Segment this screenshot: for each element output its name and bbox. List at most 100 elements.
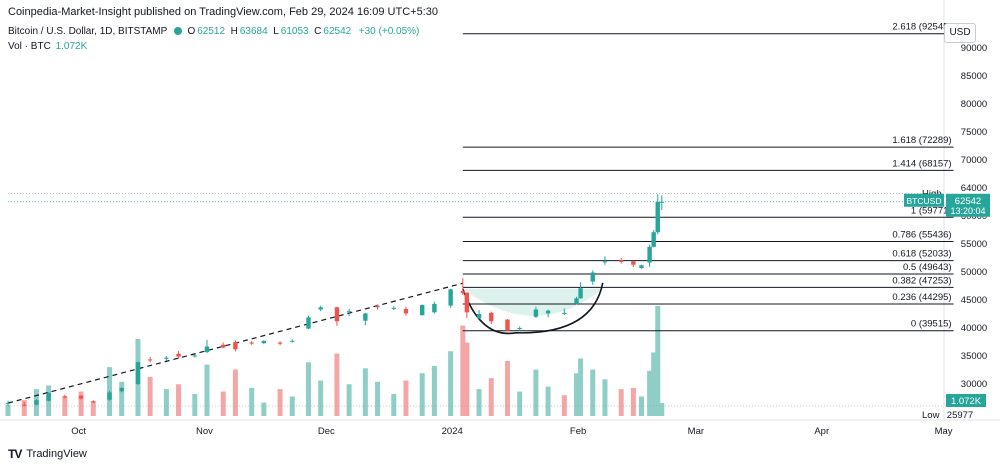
candle-body bbox=[318, 307, 323, 310]
fib-level-label: 0.382 (47253) bbox=[892, 275, 951, 286]
price-badge bbox=[946, 193, 990, 217]
volume-bar bbox=[334, 353, 340, 416]
volume-bar bbox=[5, 405, 11, 416]
volume-bar bbox=[192, 394, 198, 416]
candle-body bbox=[221, 344, 226, 348]
time-axis-tick: Feb bbox=[570, 426, 586, 437]
cup-pattern-fill bbox=[462, 288, 603, 316]
volume-badge bbox=[946, 394, 986, 407]
time-axis-tick: Oct bbox=[71, 426, 86, 437]
high-label: H bbox=[230, 26, 238, 37]
volume-bar bbox=[232, 369, 238, 416]
candle-body bbox=[346, 311, 352, 313]
low-marker-value: 25977 bbox=[947, 410, 973, 421]
candle-body bbox=[505, 319, 510, 331]
volume-bar bbox=[78, 391, 84, 416]
price-axis-tick: 80000 bbox=[961, 99, 987, 110]
volume-bar bbox=[21, 400, 27, 416]
candle-body bbox=[659, 201, 664, 203]
volume-bar bbox=[391, 394, 397, 416]
candle-body bbox=[602, 261, 608, 263]
volume-bar bbox=[602, 379, 608, 416]
publisher-line: Coinpedia-Market-Insight published on Tr… bbox=[8, 6, 438, 18]
candle-body bbox=[574, 298, 579, 304]
symbol-name: Bitcoin / U.S. Dollar, 1D, BITSTAMP bbox=[8, 26, 168, 37]
candle-body bbox=[91, 401, 96, 403]
time-axis-tick: May bbox=[935, 426, 953, 437]
candle-body bbox=[375, 306, 380, 308]
cup-pattern-arc bbox=[462, 282, 604, 335]
price-axis-tick: 64000 bbox=[961, 183, 987, 194]
volume-bar bbox=[163, 389, 169, 416]
volume-bar bbox=[460, 325, 466, 416]
price-axis-tick: 55000 bbox=[961, 239, 987, 250]
volume-bar bbox=[504, 361, 510, 416]
candle-body bbox=[334, 307, 340, 322]
candle-body bbox=[22, 404, 27, 406]
open-label: O bbox=[187, 26, 196, 37]
candle-body bbox=[517, 328, 522, 329]
volume-bar bbox=[476, 389, 482, 416]
volume-bar bbox=[448, 351, 454, 416]
volume-bar bbox=[277, 389, 283, 416]
tradingview-brand: TradingView bbox=[26, 448, 87, 460]
candle-body bbox=[107, 392, 112, 400]
candle-body bbox=[476, 314, 482, 319]
volume-badge-text: 1.072K bbox=[951, 396, 982, 407]
market-status-dot bbox=[173, 27, 182, 35]
candle-body bbox=[78, 395, 84, 399]
candle-body bbox=[290, 340, 295, 342]
fib-level-label: 2.618 (92545) bbox=[892, 22, 951, 33]
symbol-badge bbox=[904, 193, 944, 207]
candle-body bbox=[533, 309, 539, 317]
candle-body bbox=[651, 232, 656, 247]
currency-button[interactable]: USD bbox=[944, 23, 976, 43]
low-label: L bbox=[273, 26, 279, 37]
low-marker-label: Low bbox=[922, 410, 940, 421]
volume-bar bbox=[176, 384, 182, 416]
fib-level-label: 1 (59771) bbox=[911, 205, 952, 216]
volume-bar bbox=[419, 373, 425, 416]
fib-level-label: 0 (39515) bbox=[911, 319, 952, 330]
candle-body bbox=[249, 342, 254, 344]
volume-bar bbox=[545, 386, 551, 416]
volume-legend[interactable]: Vol · BTC 1.072K bbox=[8, 41, 87, 52]
candle-body bbox=[363, 313, 368, 321]
volume-bar bbox=[119, 381, 125, 416]
volume-bar bbox=[590, 369, 596, 416]
candle-body bbox=[631, 261, 636, 265]
candle-body bbox=[135, 362, 141, 384]
candle-body bbox=[464, 292, 470, 313]
volume-bar bbox=[289, 396, 295, 416]
candle-body bbox=[432, 303, 437, 313]
volume-bar bbox=[464, 342, 470, 416]
volume-bar bbox=[574, 373, 580, 416]
open-value: 62512 bbox=[197, 26, 226, 37]
candle-body bbox=[639, 265, 644, 269]
time-axis-tick: Mar bbox=[688, 426, 704, 437]
volume-value: 1.072K bbox=[55, 41, 88, 52]
close-value: 62542 bbox=[323, 26, 352, 37]
candle-body bbox=[147, 359, 153, 361]
candle-body bbox=[46, 392, 51, 401]
candle-body bbox=[164, 357, 169, 359]
volume-bar bbox=[630, 387, 636, 416]
candle-body bbox=[448, 289, 453, 306]
candle-body bbox=[119, 387, 124, 392]
tradingview-footer[interactable]: TV TradingView bbox=[8, 447, 87, 461]
publisher-text: Coinpedia-Market-Insight published on Tr… bbox=[8, 6, 438, 18]
price-axis-tick: 70000 bbox=[961, 155, 987, 166]
time-axis-tick: Dec bbox=[318, 426, 335, 437]
candle-body bbox=[545, 310, 551, 314]
fib-level-label: 0.236 (44295) bbox=[892, 292, 951, 303]
volume-bar bbox=[533, 369, 539, 416]
candle-body bbox=[647, 246, 652, 263]
time-axis-tick: Apr bbox=[814, 426, 829, 437]
volume-bar bbox=[261, 402, 267, 416]
symbol-legend[interactable]: Bitcoin / U.S. Dollar, 1D, BITSTAMP O 625… bbox=[8, 26, 419, 37]
fib-level-label: 1.414 (68157) bbox=[892, 158, 951, 169]
volume-bar bbox=[651, 352, 657, 416]
candle-body bbox=[34, 400, 39, 405]
volume-bar bbox=[249, 387, 255, 416]
